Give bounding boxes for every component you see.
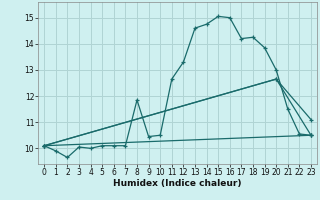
X-axis label: Humidex (Indice chaleur): Humidex (Indice chaleur) bbox=[113, 179, 242, 188]
